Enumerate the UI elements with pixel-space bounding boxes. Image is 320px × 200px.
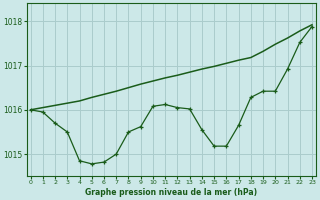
X-axis label: Graphe pression niveau de la mer (hPa): Graphe pression niveau de la mer (hPa) (85, 188, 257, 197)
